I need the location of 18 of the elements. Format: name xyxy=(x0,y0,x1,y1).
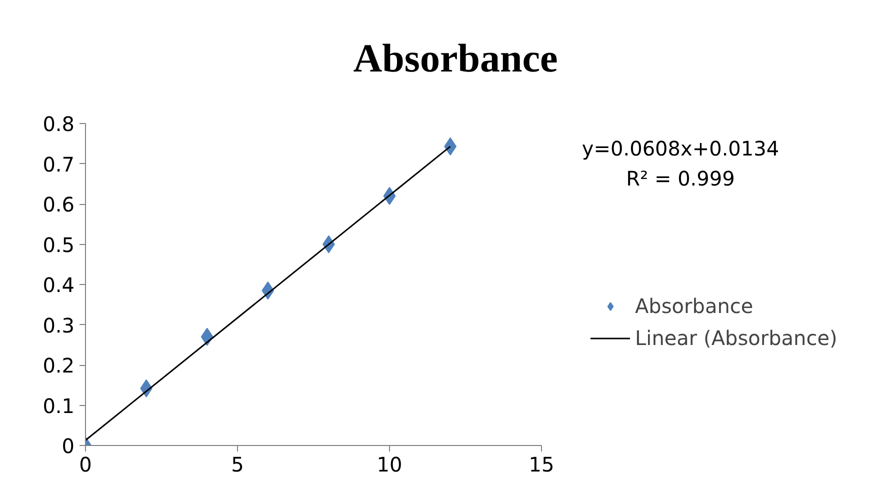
x-tick-label: 10 xyxy=(376,452,402,476)
y-tick-label: 0.2 xyxy=(42,354,75,378)
y-tick-label: 0 xyxy=(62,434,75,458)
legend-label: Absorbance xyxy=(635,294,754,318)
chart-title: Absorbance xyxy=(353,36,558,80)
y-tick-label: 0.8 xyxy=(42,112,75,136)
y-tick-label: 0.4 xyxy=(42,273,75,297)
y-tick-label: 0.3 xyxy=(42,313,75,338)
x-tick-label: 5 xyxy=(231,452,244,476)
y-tick-label: 0.6 xyxy=(42,192,75,216)
x-tick-label: 0 xyxy=(79,452,92,476)
y-tick-label: 0.1 xyxy=(42,394,75,418)
y-tick-label: 0.5 xyxy=(42,232,75,257)
text: R² = 0.999 xyxy=(626,166,735,190)
legend-label: Linear (Absorbance) xyxy=(635,326,838,350)
y-tick-label: 0.7 xyxy=(42,152,75,176)
x-tick-label: 15 xyxy=(528,452,554,476)
text: y=0.0608x+0.0134 xyxy=(582,136,780,160)
